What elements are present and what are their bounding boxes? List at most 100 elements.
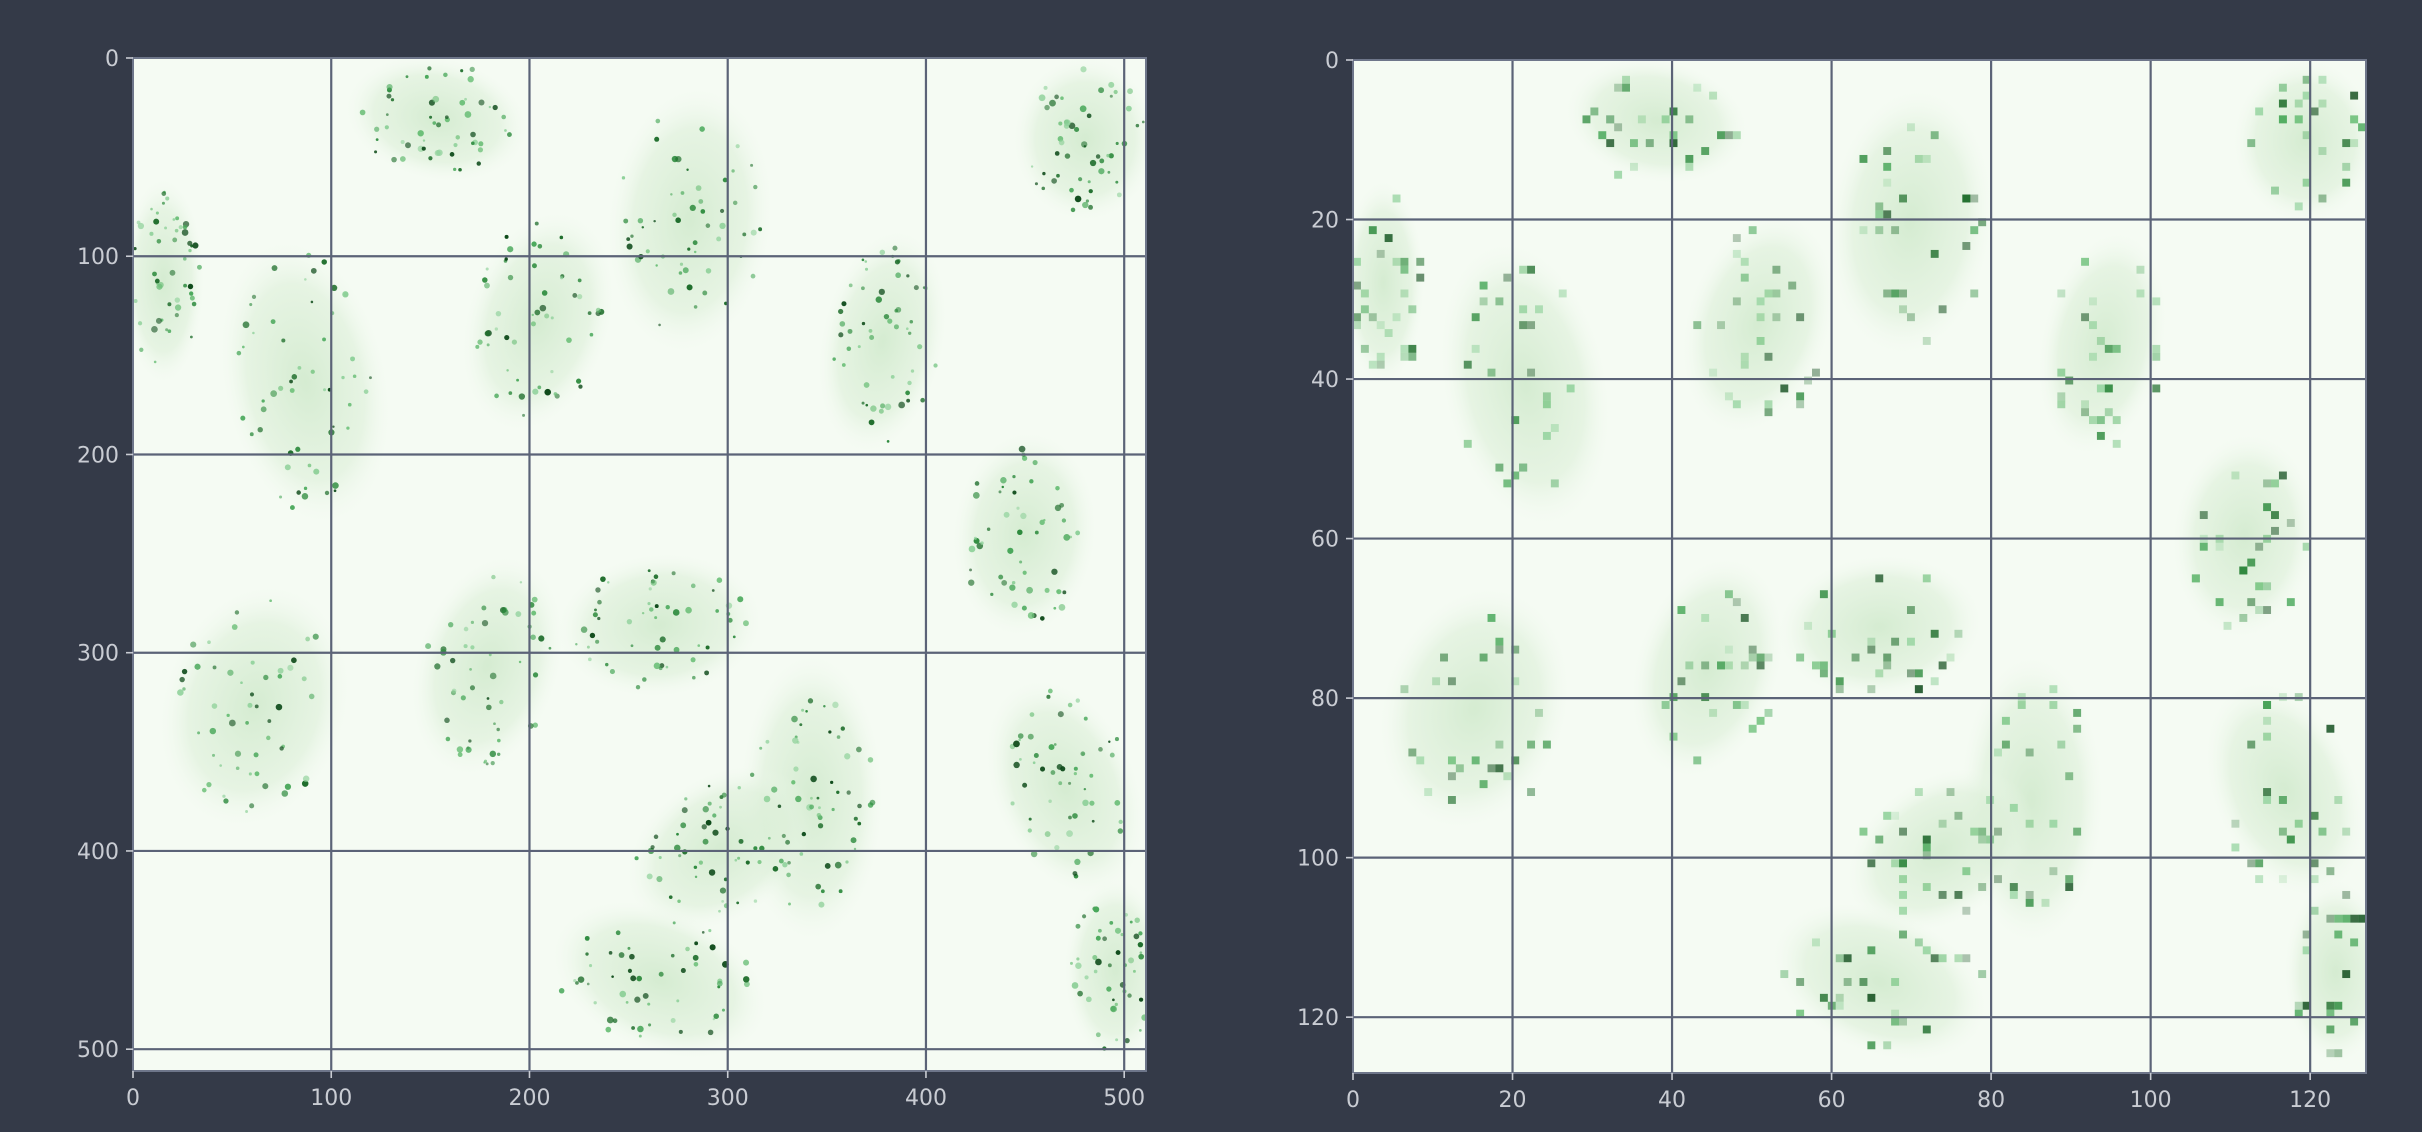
punctum <box>1046 694 1051 699</box>
pixel <box>2294 819 2303 828</box>
pixel <box>1740 352 1749 361</box>
punctum <box>1093 906 1100 913</box>
pixel <box>2199 542 2208 551</box>
punctum <box>861 321 866 326</box>
pixel <box>1535 708 1543 717</box>
pixel <box>1463 360 1472 369</box>
punctum <box>698 199 704 204</box>
pixel <box>1732 400 1741 409</box>
punctum <box>716 980 723 987</box>
punctum <box>538 635 545 642</box>
punctum <box>670 193 673 196</box>
pixel <box>2350 91 2359 100</box>
punctum <box>201 787 207 793</box>
punctum <box>648 587 652 591</box>
punctum <box>1009 584 1016 591</box>
punctum <box>1039 766 1046 772</box>
pixel <box>2286 835 2295 844</box>
punctum <box>156 283 163 290</box>
punctum <box>179 676 185 683</box>
punctum <box>637 217 644 224</box>
pixel <box>2049 701 2058 709</box>
pixel <box>1542 392 1551 401</box>
punctum <box>692 954 699 961</box>
pixel <box>1360 344 1369 353</box>
pixel <box>2358 914 2366 923</box>
pixel <box>1835 685 1844 694</box>
punctum <box>857 803 862 809</box>
punctum <box>646 873 653 880</box>
punctum <box>676 832 679 836</box>
pixel <box>1724 131 1733 140</box>
punctum <box>801 708 805 712</box>
punctum <box>174 297 181 303</box>
pixel <box>1447 796 1456 804</box>
punctum <box>589 332 594 337</box>
punctum <box>1043 518 1046 522</box>
punctum <box>303 486 308 491</box>
punctum <box>757 860 762 865</box>
punctum <box>1109 94 1113 98</box>
pixel <box>1978 218 1987 227</box>
pixel <box>1368 360 1377 369</box>
pixel <box>2326 914 2335 923</box>
punctum <box>165 328 169 332</box>
pixel <box>1859 154 1868 163</box>
pixel <box>2049 867 2058 876</box>
pixel <box>1645 139 1654 148</box>
pixel <box>2271 186 2279 195</box>
pixel <box>1479 653 1488 662</box>
punctum <box>1138 997 1144 1002</box>
pixel <box>2081 408 2090 417</box>
punctum <box>469 667 472 671</box>
punctum <box>658 855 662 860</box>
punctum <box>586 645 590 649</box>
punctum <box>638 1034 642 1038</box>
punctum <box>1115 950 1121 956</box>
punctum <box>719 805 722 809</box>
pixel <box>2096 431 2105 440</box>
punctum <box>1135 123 1140 128</box>
punctum <box>178 225 183 230</box>
punctum <box>1075 530 1081 536</box>
pixel <box>1519 321 1528 330</box>
pixel <box>1353 321 1361 330</box>
punctum <box>883 313 890 320</box>
pixel <box>2318 99 2327 108</box>
pixel <box>1930 677 1939 686</box>
punctum <box>841 363 846 367</box>
pixel <box>1756 297 1765 306</box>
cell-blob <box>627 766 814 930</box>
punctum <box>1137 941 1144 948</box>
pixel <box>1455 764 1464 773</box>
pixel <box>1740 661 1749 670</box>
punctum <box>649 607 654 612</box>
punctum <box>155 211 159 215</box>
punctum <box>738 838 744 844</box>
pixel <box>2263 606 2272 614</box>
pixel <box>2366 994 2374 1002</box>
punctum <box>254 704 259 709</box>
pixel <box>1914 669 1923 678</box>
punctum <box>894 259 900 265</box>
pixel <box>1368 226 1377 235</box>
punctum <box>1039 616 1045 621</box>
punctum <box>807 698 814 704</box>
x-tick-label: 400 <box>905 1086 947 1111</box>
punctum <box>577 293 583 300</box>
punctum <box>331 284 338 292</box>
pixel <box>2104 344 2113 353</box>
punctum <box>1007 547 1014 554</box>
pixel <box>1598 131 1607 140</box>
pixel <box>1804 376 1813 385</box>
punctum <box>301 676 307 682</box>
punctum <box>1072 813 1078 819</box>
punctum <box>658 666 663 671</box>
punctum <box>685 946 690 952</box>
punctum <box>342 291 349 298</box>
punctum <box>1030 850 1038 858</box>
punctum <box>680 968 686 974</box>
punctum <box>986 527 991 532</box>
punctum <box>810 775 817 783</box>
punctum <box>933 363 938 368</box>
